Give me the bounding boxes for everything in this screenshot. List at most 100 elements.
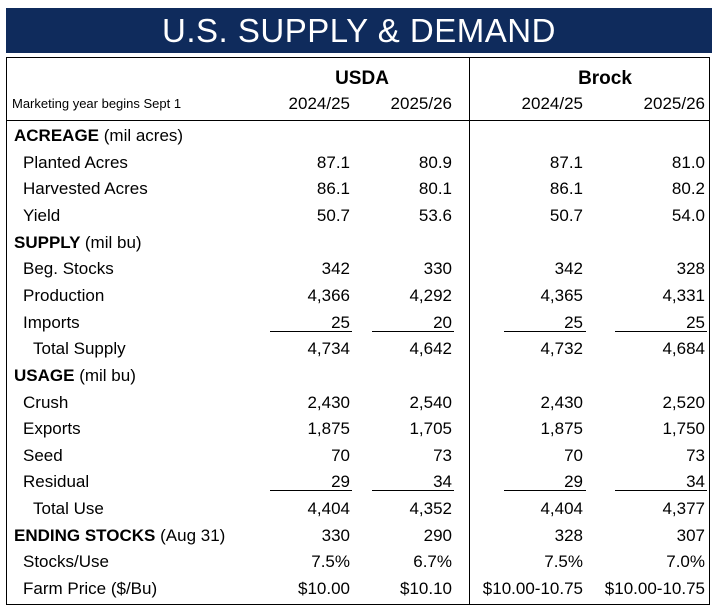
cell-brock-2024: 1,875 xyxy=(540,419,583,439)
table-row: Beg. Stocks 342 330 342 328 xyxy=(0,255,716,281)
table-row: Harvested Acres 86.1 80.1 86.1 80.2 xyxy=(0,175,716,201)
row-label: Farm Price ($/Bu) xyxy=(23,579,157,599)
cell-brock-2024: 328 xyxy=(554,525,583,545)
cell-usda-2024: 70 xyxy=(331,445,350,465)
subtotal-underline xyxy=(615,330,707,332)
row-label-text: Harvested Acres xyxy=(23,179,148,199)
column-header-brock-2024: 2024/25 xyxy=(521,94,583,113)
row-label: Imports xyxy=(23,313,80,333)
cell-brock-2025: 4,684 xyxy=(662,339,705,359)
table-row: Seed 70 73 70 73 xyxy=(0,442,716,468)
total-row: Total Supply 4,734 4,642 4,732 4,684 xyxy=(0,335,716,361)
cell-usda-2025: 20 xyxy=(433,312,452,332)
row-label: Total Supply xyxy=(33,339,126,359)
row-label: Production xyxy=(23,286,104,306)
row-label: Stocks/Use xyxy=(23,552,109,572)
cell-usda-2024: 2,430 xyxy=(307,392,350,412)
row-label: Crush xyxy=(23,393,68,413)
cell-brock-2024: 342 xyxy=(554,259,583,279)
cell-brock-2024: 29 xyxy=(564,472,583,492)
marketing-year-note: Marketing year begins Sept 1 xyxy=(12,96,182,111)
section-row: USAGE (mil bu) xyxy=(0,362,716,388)
cell-usda-2025: 4,352 xyxy=(409,499,452,519)
cell-brock-2025: 34 xyxy=(686,472,705,492)
cell-usda-2024: 86.1 xyxy=(316,179,350,199)
section-row: ACREAGE (mil acres) xyxy=(0,122,716,148)
column-header-usda-2025: 2025/26 xyxy=(390,94,452,113)
row-label-text: Imports xyxy=(23,312,80,332)
subtotal-underline xyxy=(372,330,454,332)
row-label: Total Use xyxy=(33,499,104,519)
cell-brock-2025: 328 xyxy=(676,259,705,279)
cell-brock-2025: 307 xyxy=(676,525,705,545)
cell-brock-2025: 25 xyxy=(686,312,705,332)
row-unit: (Aug 31) xyxy=(160,525,226,545)
cell-brock-2024: $10.00-10.75 xyxy=(482,579,583,599)
row-label-text: Stocks/Use xyxy=(23,552,109,572)
subtotal-underline xyxy=(372,490,454,492)
cell-brock-2024: 25 xyxy=(564,312,583,332)
cell-brock-2025: 54.0 xyxy=(671,205,705,225)
cell-brock-2024: 4,404 xyxy=(540,499,583,519)
row-label: Yield xyxy=(23,206,60,226)
subtotal-underline xyxy=(615,490,707,492)
row-label: Exports xyxy=(23,419,81,439)
usda-brock-divider xyxy=(469,57,470,605)
cell-usda-2025: 34 xyxy=(433,472,452,492)
cell-usda-2025: 290 xyxy=(423,525,452,545)
row-label-text: Exports xyxy=(23,419,81,439)
subtotal-underline xyxy=(270,490,352,492)
row-label-text: Farm Price ($/Bu) xyxy=(23,579,158,599)
cell-usda-2025: 4,292 xyxy=(409,285,452,305)
table-row: Residual 29 34 29 34 xyxy=(0,468,716,494)
cell-brock-2025: 7.0% xyxy=(666,552,705,572)
row-unit: (mil bu) xyxy=(79,365,136,385)
row-label-text: Planted Acres xyxy=(23,152,128,172)
cell-usda-2025: 330 xyxy=(423,259,452,279)
table-frame xyxy=(6,57,710,605)
cell-brock-2025: 4,377 xyxy=(662,499,705,519)
cell-usda-2025: 2,540 xyxy=(409,392,452,412)
cell-usda-2025: 6.7% xyxy=(413,552,452,572)
row-label-text: ENDING STOCKS xyxy=(14,525,156,545)
row-label-text: Yield xyxy=(23,205,61,225)
row-label: SUPPLY (mil bu) xyxy=(14,233,142,253)
cell-brock-2025: $10.00-10.75 xyxy=(604,579,705,599)
cell-brock-2025: 81.0 xyxy=(671,152,705,172)
row-label-text: Total Use xyxy=(33,499,104,519)
cell-brock-2025: 4,331 xyxy=(662,285,705,305)
table-row: Production 4,366 4,292 4,365 4,331 xyxy=(0,282,716,308)
row-label: ACREAGE (mil acres) xyxy=(14,126,183,146)
cell-brock-2024: 4,732 xyxy=(540,339,583,359)
row-label-text: Production xyxy=(23,285,105,305)
cell-brock-2025: 1,750 xyxy=(662,419,705,439)
row-label: Seed xyxy=(23,446,63,466)
cell-usda-2024: 4,404 xyxy=(307,499,350,519)
cell-usda-2024: 330 xyxy=(321,525,350,545)
cell-usda-2025: 73 xyxy=(433,445,452,465)
row-label-text: Seed xyxy=(23,445,63,465)
row-unit: (mil acres) xyxy=(103,126,184,145)
cell-usda-2024: 4,734 xyxy=(307,339,350,359)
cell-usda-2024: 50.7 xyxy=(316,205,350,225)
row-label-text: Residual xyxy=(23,472,90,492)
subtotal-underline xyxy=(504,490,586,492)
row-label-text: USAGE xyxy=(14,365,75,385)
cell-usda-2025: 80.9 xyxy=(418,152,452,172)
cell-brock-2024: 50.7 xyxy=(549,205,583,225)
cell-brock-2024: 70 xyxy=(564,445,583,465)
total-row: Total Use 4,404 4,352 4,404 4,377 xyxy=(0,495,716,521)
cell-usda-2024: 25 xyxy=(331,312,350,332)
row-label-text: Total Supply xyxy=(33,339,126,359)
table-row: Planted Acres 87.1 80.9 87.1 81.0 xyxy=(0,149,716,175)
table-row: Imports 25 20 25 25 xyxy=(0,309,716,335)
cell-usda-2024: 7.5% xyxy=(311,552,350,572)
table-row: Yield 50.7 53.6 50.7 54.0 xyxy=(0,202,716,228)
cell-brock-2025: 80.2 xyxy=(671,179,705,199)
cell-brock-2024: 87.1 xyxy=(549,152,583,172)
row-label-text: ACREAGE xyxy=(14,126,100,145)
row-label: Beg. Stocks xyxy=(23,259,114,279)
table-row: Exports 1,875 1,705 1,875 1,750 xyxy=(0,415,716,441)
row-label-text: SUPPLY xyxy=(14,232,81,252)
row-label-text: Crush xyxy=(23,392,69,412)
